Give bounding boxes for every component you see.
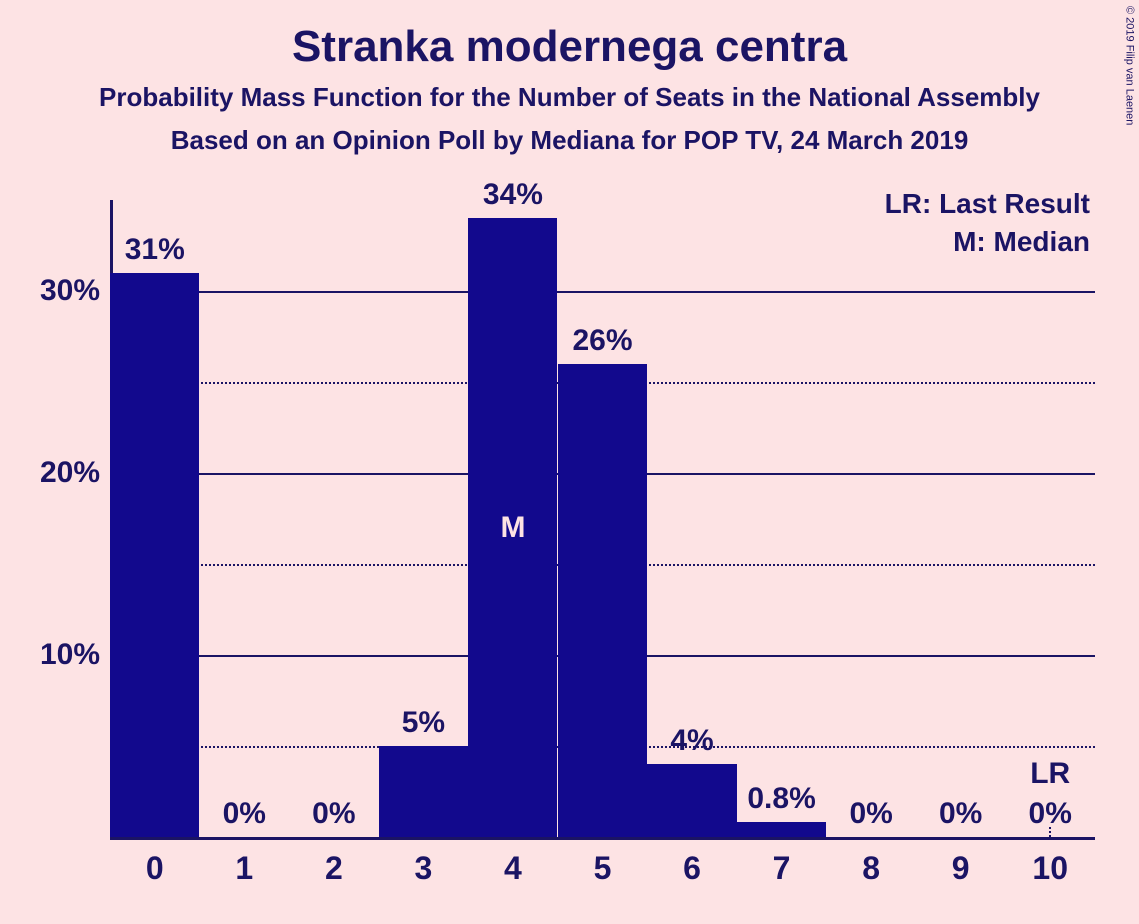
x-tick-label: 9: [916, 850, 1005, 887]
chart-subtitle-2: Based on an Opinion Poll by Mediana for …: [0, 125, 1139, 156]
bar-value-label: 0%: [272, 797, 397, 837]
y-tick-label: 10%: [0, 638, 100, 672]
bar-slot: 0%LR: [1006, 200, 1095, 837]
x-tick-label: 3: [379, 850, 468, 887]
bar-slot: 5%: [379, 200, 468, 837]
chart-subtitle-1: Probability Mass Function for the Number…: [0, 82, 1139, 113]
x-tick-label: 10: [1006, 850, 1095, 887]
bar: [558, 364, 647, 837]
x-tick-label: 0: [110, 850, 199, 887]
bar-value-label: 26%: [540, 324, 665, 364]
x-tick-label: 6: [648, 850, 737, 887]
x-tick-label: 1: [200, 850, 289, 887]
bar-slot: 0.8%: [737, 200, 826, 837]
bar-slot: 0%: [200, 200, 289, 837]
bar: [110, 273, 199, 837]
bar-slot: 4%: [647, 200, 736, 837]
y-tick-label: 30%: [0, 274, 100, 308]
chart-title: Stranka modernega centra: [0, 22, 1139, 72]
median-marker: M: [468, 511, 557, 545]
bar-value-label: 5%: [361, 706, 486, 746]
bar: M: [468, 218, 557, 837]
bar-slot: 0%: [827, 200, 916, 837]
title-block: Stranka modernega centra Probability Mas…: [0, 22, 1139, 156]
x-tick-label: 7: [737, 850, 826, 887]
bar-value-label: 4%: [630, 724, 755, 764]
bar-slot: 31%: [110, 200, 199, 837]
x-tick-label: 2: [289, 850, 378, 887]
y-tick-label: 20%: [0, 456, 100, 490]
bar-slot: 0%: [916, 200, 1005, 837]
x-tick-label: 8: [827, 850, 916, 887]
bar: [379, 746, 468, 837]
last-result-marker: LR: [1006, 757, 1095, 837]
x-tick-label: 5: [558, 850, 647, 887]
x-axis: [110, 837, 1095, 840]
plot-area: LR: Last Result M: Median 10%20%30% 31%0…: [110, 200, 1110, 840]
bar-slot: M34%: [468, 200, 557, 837]
bar-value-label: 34%: [451, 178, 576, 218]
bar-value-label: 31%: [92, 233, 217, 273]
x-tick-label: 4: [468, 850, 557, 887]
bars-container: 31%0%0%5%M34%26%4%0.8%0%0%0%LR: [110, 200, 1095, 837]
